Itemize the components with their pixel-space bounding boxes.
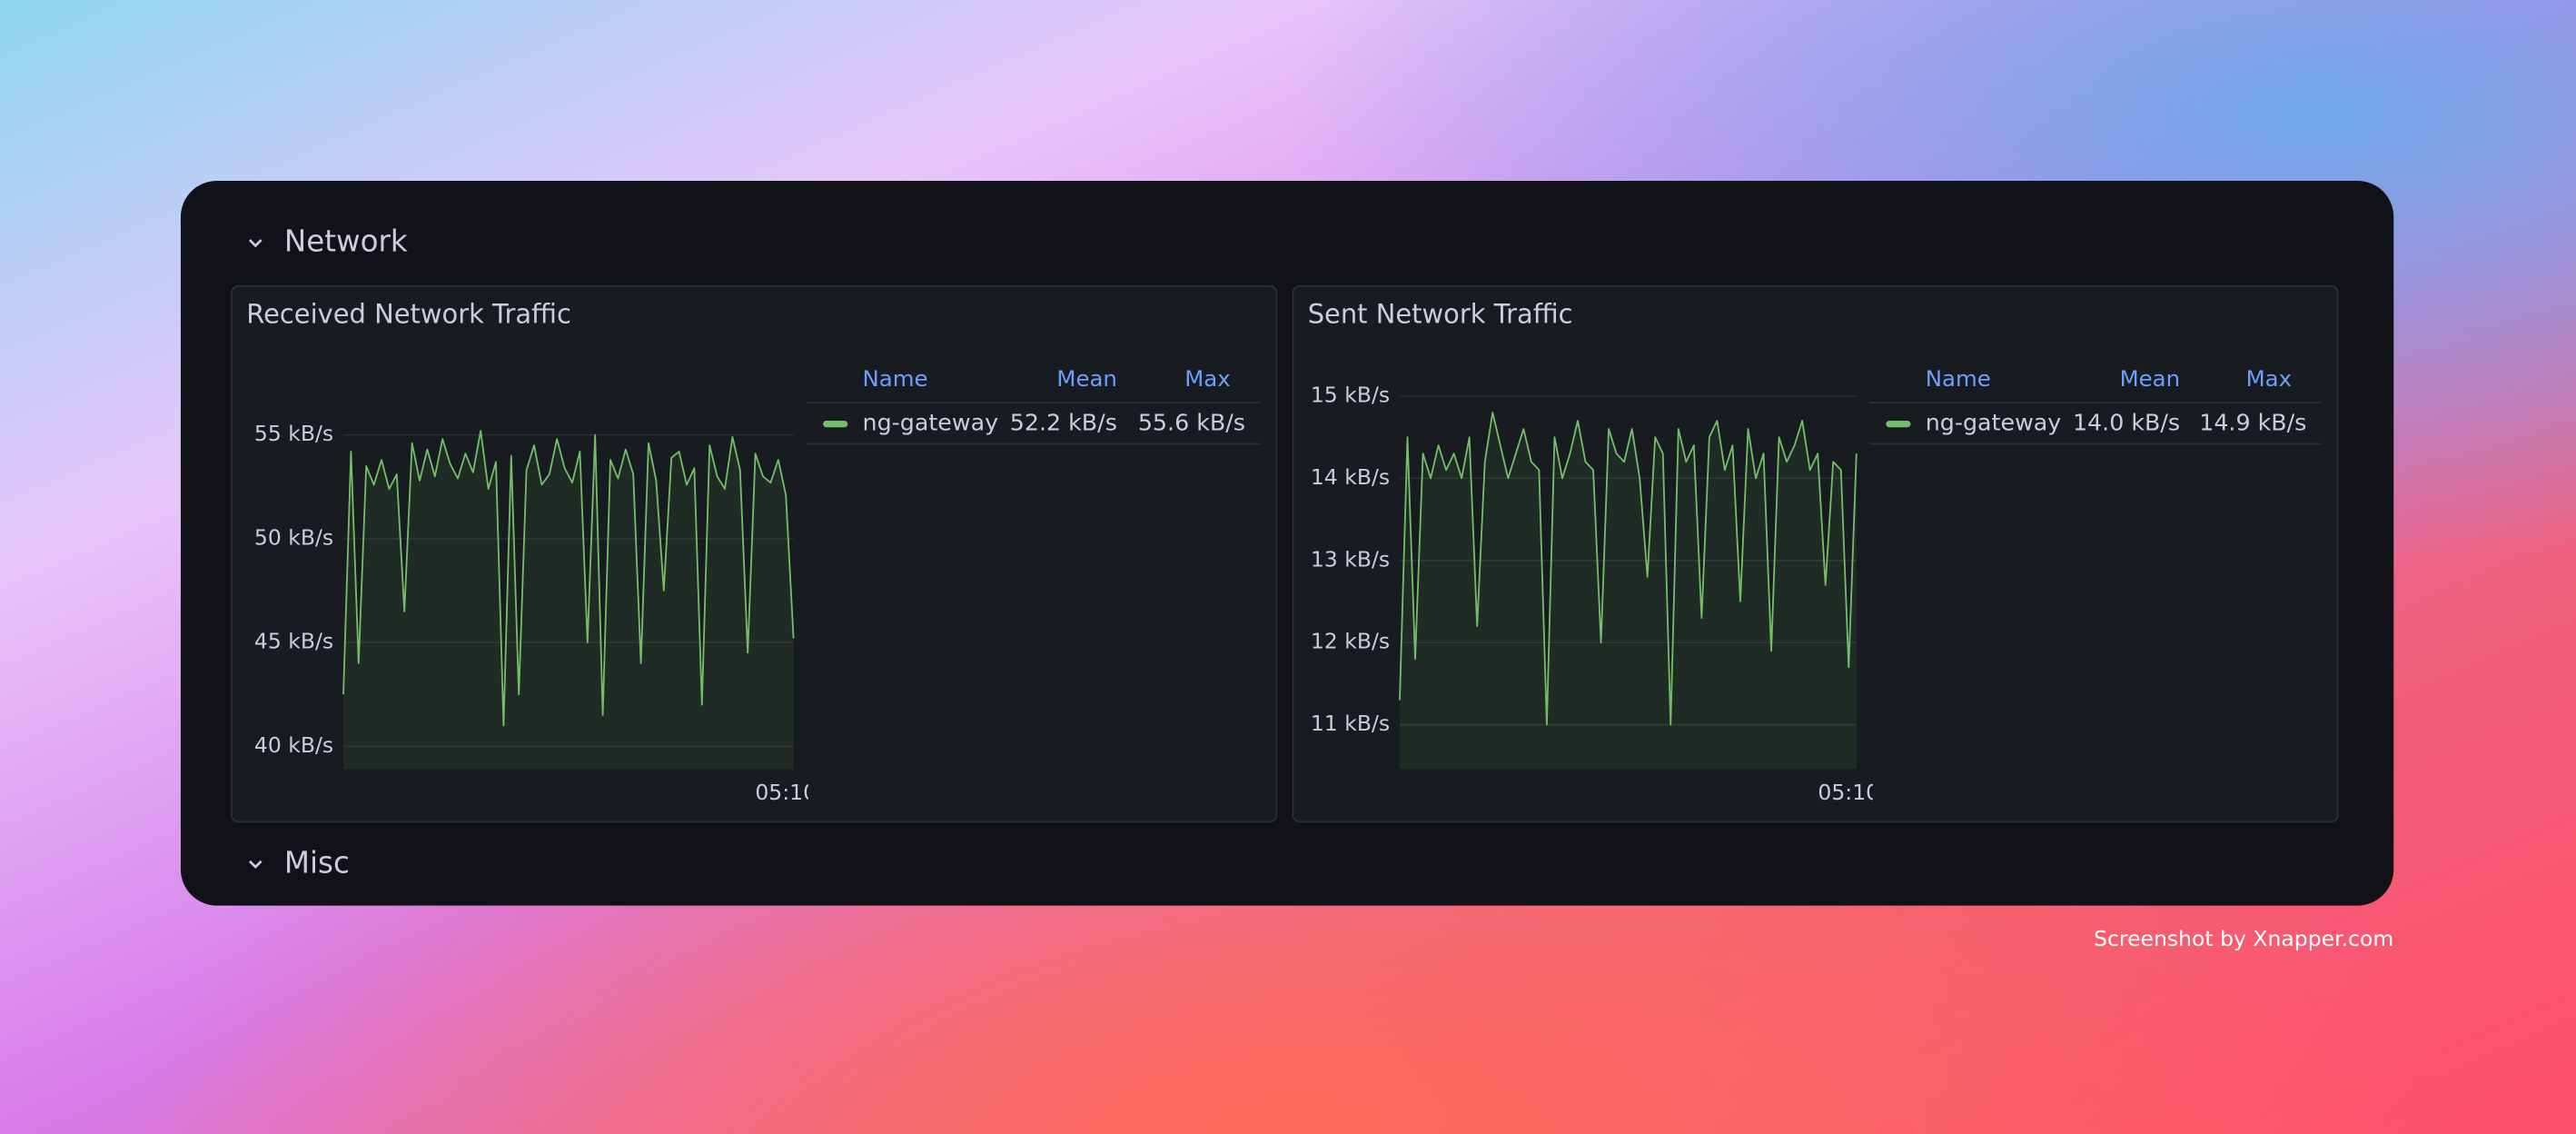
legend-name: ng-gateway (863, 409, 999, 436)
plot: 05:10 (1399, 395, 1879, 805)
plot: 05:10 (342, 430, 817, 805)
panel-title: Sent Network Traffic (1308, 298, 1573, 329)
watermark: Screenshot by Xnapper.com (2094, 926, 2393, 951)
y-tick-label: 12 kB/s (1311, 629, 1390, 654)
y-tick-label: 15 kB/s (1311, 382, 1390, 407)
panel (1292, 284, 2339, 823)
y-tick-label: 11 kB/s (1311, 711, 1390, 736)
y-tick-label: 55 kB/s (254, 421, 333, 446)
legend-stat: 14.9 kB/s (2199, 409, 2306, 436)
legend-header: Name (863, 365, 928, 392)
section-title[interactable]: Misc (284, 845, 350, 880)
y-tick-label: 14 kB/s (1311, 464, 1390, 490)
series-line (1399, 412, 1858, 726)
legend-header: Mean (2120, 365, 2181, 392)
panel (231, 284, 1278, 823)
dashboard: Network Misc Received Network Traffic 05:… (231, 224, 2339, 880)
legend-swatch (823, 421, 848, 428)
legend-stat: 55.6 kB/s (1138, 409, 1245, 436)
section-title[interactable]: Network (284, 224, 408, 259)
legend-header: Max (2246, 365, 2292, 392)
x-tick-label: 05:10 (755, 780, 817, 805)
panel-title: Received Network Traffic (246, 298, 571, 329)
legend-stat: 14.0 kB/s (2073, 409, 2180, 436)
legend-stat: 52.2 kB/s (1010, 409, 1117, 436)
x-tick-label: 05:10 (1818, 780, 1879, 805)
y-tick-label: 40 kB/s (254, 732, 333, 758)
legend-header: Max (1184, 365, 1230, 392)
series-line (342, 430, 795, 727)
collapse-icon[interactable] (248, 860, 263, 870)
legend-header: Name (1926, 365, 1991, 392)
legend-name: ng-gateway (1926, 409, 2062, 436)
y-tick-label: 13 kB/s (1311, 546, 1390, 572)
series-area (1399, 412, 1857, 770)
series-area (343, 431, 794, 770)
collapse-icon[interactable] (248, 239, 263, 248)
y-tick-label: 50 kB/s (254, 524, 333, 550)
legend-swatch (1886, 421, 1911, 428)
legend-header: Mean (1056, 365, 1117, 392)
y-tick-label: 45 kB/s (254, 629, 333, 654)
